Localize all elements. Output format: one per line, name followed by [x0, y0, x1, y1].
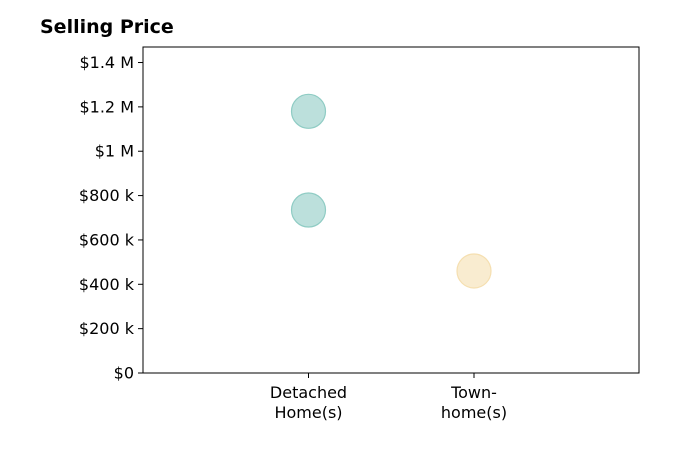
x-tick-label: home(s): [441, 403, 507, 422]
data-points: [290, 93, 492, 289]
data-point: [456, 253, 492, 289]
data-point: [290, 192, 327, 228]
data-point: [290, 93, 327, 129]
y-tick-label: $200 k: [79, 319, 135, 338]
y-tick-label: $1 M: [95, 142, 134, 161]
y-tick-label: $0: [114, 364, 134, 383]
x-tick-label: Town-: [450, 383, 497, 402]
plot-frame: [142, 46, 640, 374]
chart-title: Selling Price: [40, 16, 174, 38]
y-tick-label: $600 k: [79, 230, 135, 249]
y-axis: $0 $200 k $400 k $600 k $800 k $1 M $1.2 M $1.4…: [79, 53, 143, 383]
x-tick-label: Home(s): [274, 403, 342, 422]
x-tick-label: Detached: [270, 383, 347, 402]
y-tick-label: $400 k: [79, 275, 135, 294]
y-tick-label: $1.4 M: [79, 53, 134, 72]
y-tick-label: $800 k: [79, 186, 135, 205]
y-tick-label: $1.2 M: [79, 97, 134, 116]
